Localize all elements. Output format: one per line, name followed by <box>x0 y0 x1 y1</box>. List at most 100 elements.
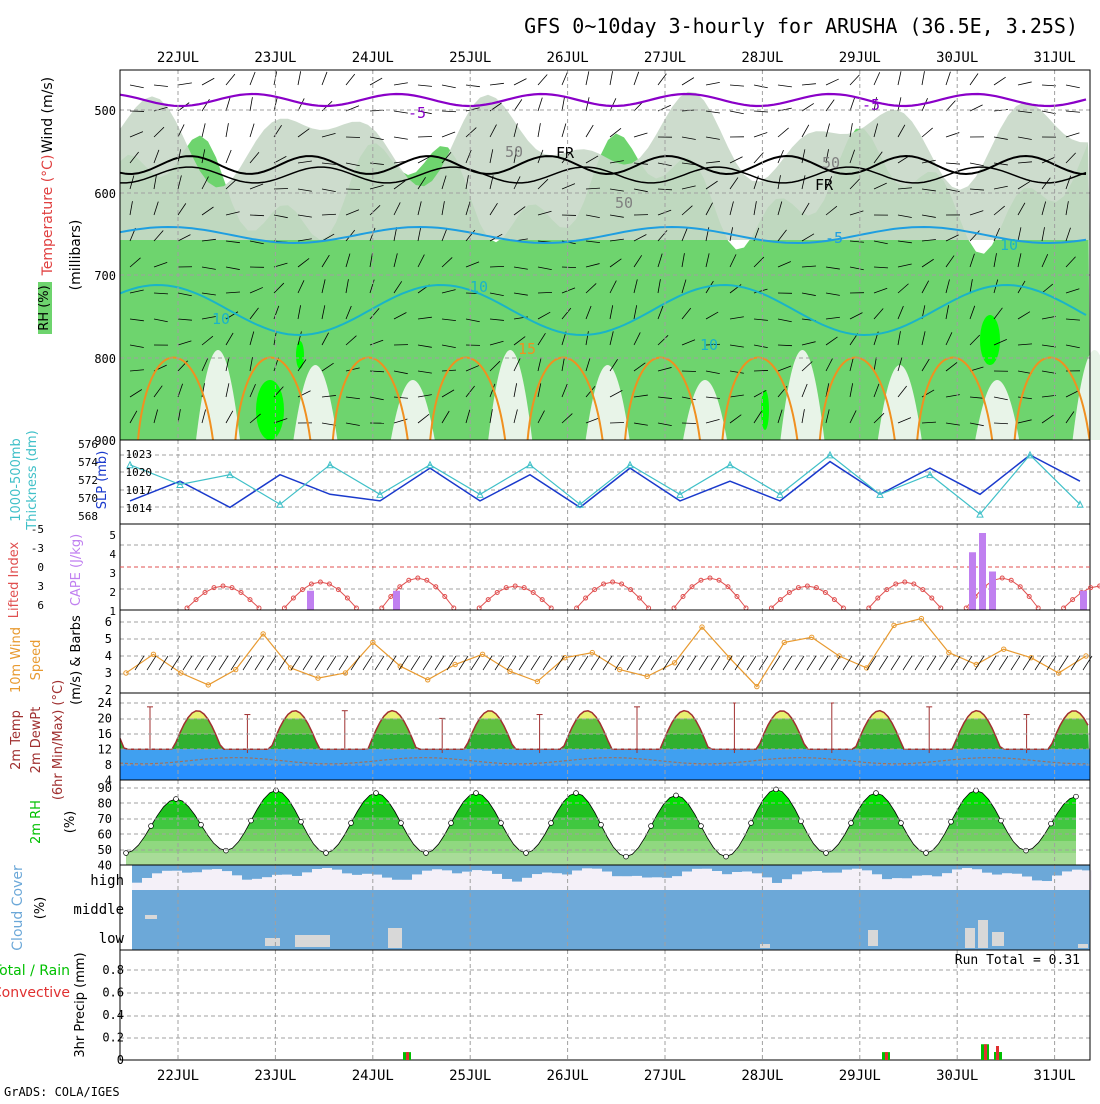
high-cloud-block <box>752 873 762 890</box>
high-cloud-block <box>332 870 342 890</box>
y-tick-label: 0.2 <box>102 1031 124 1045</box>
low-cloud-block <box>145 915 157 919</box>
high-cloud-block <box>742 872 752 890</box>
high-cloud-block <box>1062 871 1072 890</box>
contour-label: 15 <box>518 340 536 358</box>
high-cloud-block <box>192 872 202 890</box>
high-cloud-block <box>172 871 182 890</box>
rh2m-marker <box>224 848 229 853</box>
rh2m-marker <box>124 851 129 856</box>
y-tick-label: 90 <box>98 781 112 795</box>
wind-barb <box>418 136 432 137</box>
rh2m-marker <box>949 819 954 824</box>
high-cloud-block <box>622 876 632 890</box>
y-tick-label: 600 <box>94 187 116 201</box>
high-cloud-block <box>762 877 772 890</box>
y-tick-label: 24 <box>98 696 112 710</box>
high-cloud-block <box>652 877 662 890</box>
contour-label: 50 <box>822 154 840 172</box>
high-cloud-block <box>392 880 402 890</box>
contour-label: 10 <box>470 278 488 296</box>
high-cloud-block <box>282 875 292 890</box>
high-cloud-block <box>502 879 512 890</box>
rh2m-marker <box>599 822 604 827</box>
rh2m-marker <box>374 791 379 796</box>
precip-conv-bar <box>984 1044 987 1060</box>
rh2m-marker <box>749 821 754 826</box>
high-cloud-block <box>542 873 552 890</box>
high-cloud-block <box>782 879 792 890</box>
high-cloud-block <box>902 878 912 890</box>
cloud-level-label: middle <box>73 902 124 918</box>
high-cloud-block <box>222 871 232 890</box>
high-cloud-block <box>292 876 302 890</box>
date-label-top: 23JUL <box>254 50 296 66</box>
rh2m-marker <box>499 821 504 826</box>
high-cloud-block <box>262 877 272 890</box>
y-tick-label: 800 <box>94 352 116 366</box>
date-label-bottom: 23JUL <box>254 1068 296 1084</box>
high-cloud-block <box>162 871 172 890</box>
contour-label: 10 <box>212 310 230 328</box>
high-cloud-block <box>692 869 702 890</box>
cape-bar <box>307 591 314 610</box>
low-cloud-block <box>265 938 280 946</box>
high-cloud-block <box>352 875 362 890</box>
rh2m-marker <box>199 822 204 827</box>
date-label-bottom: 27JUL <box>644 1068 686 1084</box>
contour-label: FR <box>556 144 575 162</box>
high-cloud-block <box>272 875 282 890</box>
y-tick-label: 3 <box>105 666 112 680</box>
rh2m-marker <box>924 851 929 856</box>
y-tick-label: 2 <box>105 683 112 697</box>
high-cloud-block <box>362 874 372 890</box>
contour-label: 10 <box>1000 236 1018 254</box>
cloud-level-label: low <box>99 931 125 947</box>
high-cloud-block <box>882 879 892 890</box>
date-label-bottom: 28JUL <box>741 1068 783 1084</box>
high-cloud-block <box>832 873 842 890</box>
high-cloud-block <box>1052 875 1062 890</box>
credit-text: GrADS: COLA/IGES <box>4 1085 120 1099</box>
y-tick-label: 12 <box>98 743 112 757</box>
wind-barb <box>682 371 696 372</box>
rh2m-marker <box>1074 794 1079 799</box>
rh2m-marker <box>824 851 829 856</box>
y-tick-label: 70 <box>98 812 112 826</box>
rh2m-marker <box>299 819 304 824</box>
high-cloud-block <box>912 876 922 890</box>
high-cloud-block <box>862 870 872 890</box>
chart-title: GFS 0~10day 3-hourly for ARUSHA (36.5E, … <box>524 14 1078 38</box>
cape-tick-label: 3 <box>109 567 116 580</box>
high-cloud-block <box>612 876 622 890</box>
high-cloud-block <box>302 872 312 890</box>
high-cloud-block <box>992 875 1002 890</box>
y-tick-label: 60 <box>98 828 112 842</box>
ylabel-barbs: (m/s) & Barbs <box>69 615 84 705</box>
li-tick-label: -3 <box>31 542 44 555</box>
date-label-bottom: 25JUL <box>449 1068 491 1084</box>
date-label-top: 31JUL <box>1034 50 1076 66</box>
rh-band <box>120 841 1090 853</box>
high-cloud-block <box>1002 873 1012 890</box>
precip-conv-bar-2 <box>996 1046 999 1060</box>
cape-bar <box>969 552 976 610</box>
cape-bar <box>1080 591 1087 610</box>
high-cloud-block <box>942 873 952 890</box>
y-tick-label: 4 <box>105 649 112 663</box>
ylabel-cape: CAPE (J/kg) <box>69 534 84 606</box>
li-tick-label: 3 <box>37 580 44 593</box>
low-cloud-block <box>992 932 1004 946</box>
ylabel-lifted-index: Lifted Index <box>7 541 22 618</box>
cape-tick-label: 2 <box>109 586 116 599</box>
date-label-bottom: 29JUL <box>839 1068 881 1084</box>
high-cloud-block <box>922 875 932 890</box>
ylabel-temperature: Temperature (°C) <box>40 155 56 277</box>
rh2m-marker <box>449 821 454 826</box>
contour-label: 50 <box>505 143 523 161</box>
high-cloud-block <box>732 872 742 890</box>
high-cloud-block <box>322 868 332 890</box>
